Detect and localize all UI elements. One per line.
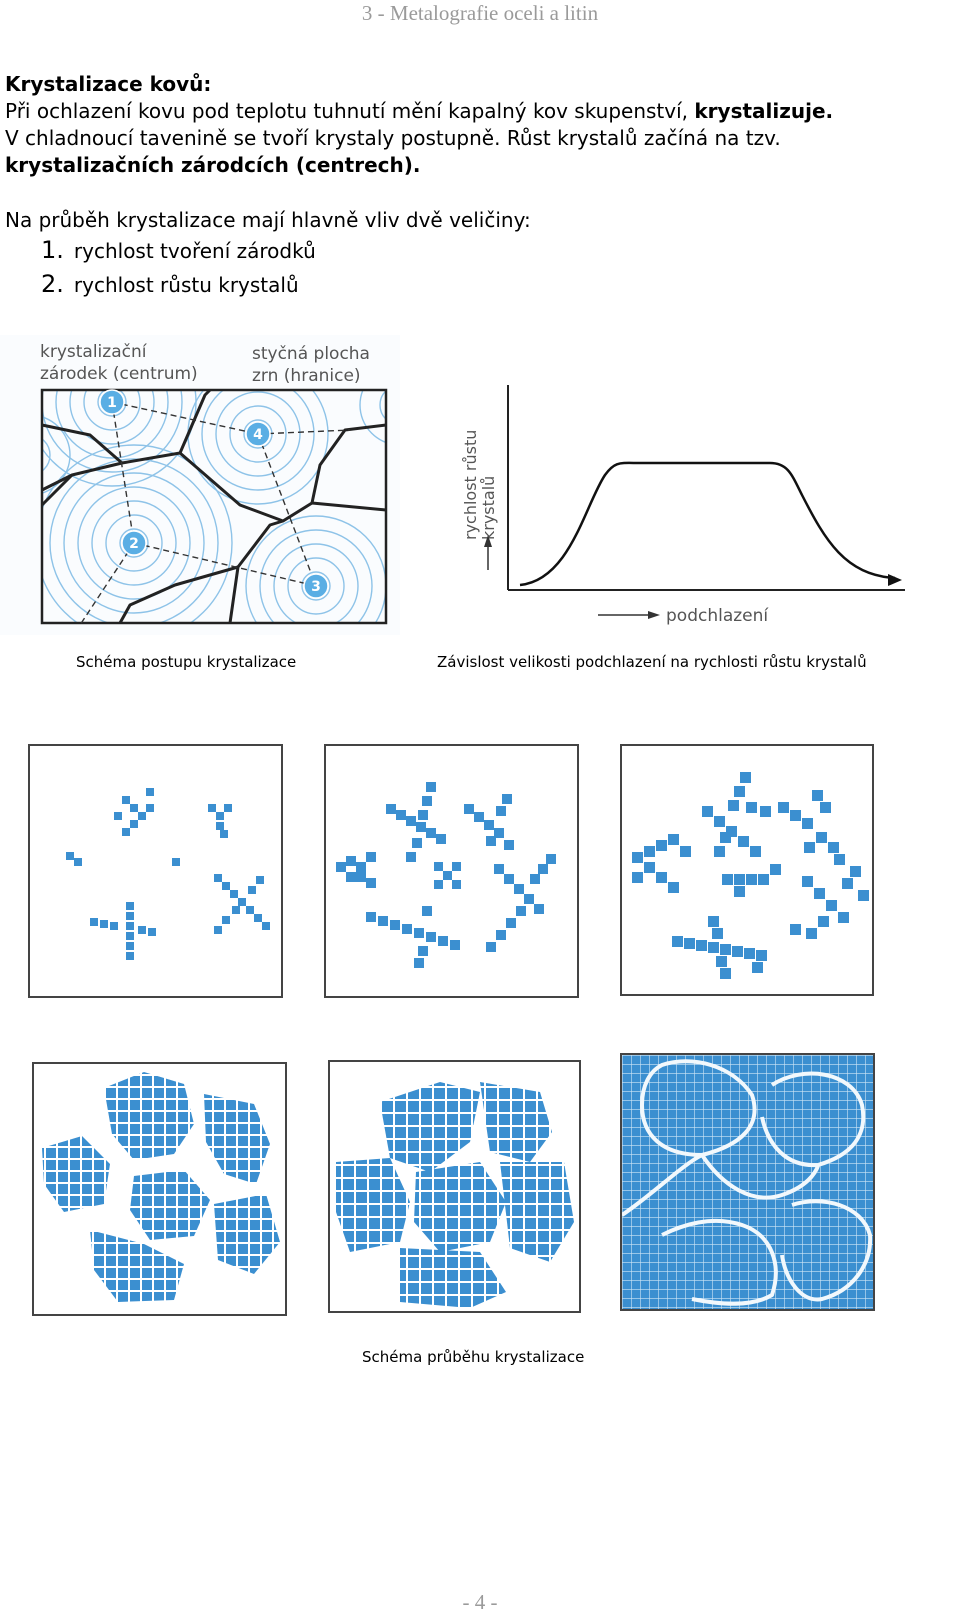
crystal [632, 834, 691, 893]
label-boundary-2: zrn (hranice) [252, 366, 361, 386]
schema-frame [40, 388, 388, 625]
crystal [722, 864, 781, 897]
ring-group [42, 444, 233, 623]
crystal [464, 794, 514, 850]
label-nucleus-2: zárodek (centrum) [40, 364, 198, 384]
ring-group [42, 416, 71, 494]
growth-rate-chart: rychlost růstu krystalů podchlazení [461, 385, 905, 626]
nucleus-label-1: 1 [107, 395, 117, 411]
crystal [366, 906, 460, 968]
paragraph-line-1: Při ochlazení kovu pod teplotu tuhnutí m… [5, 99, 834, 123]
crystal [90, 902, 156, 960]
nucleus-links [79, 401, 351, 626]
paragraph-line-2: V chladnoucí tavenině se tvoří krystaly … [5, 126, 781, 150]
crystal-colony [90, 1230, 184, 1302]
curve-arrowhead [888, 574, 902, 586]
grain-boundaries [40, 388, 387, 624]
crystal [336, 852, 376, 888]
crystal [66, 852, 180, 866]
crystal [672, 916, 767, 979]
crystal-colony [380, 1082, 480, 1172]
stage-panel-2 [324, 744, 579, 998]
list-item: 1. rychlost tvoření zárodků [41, 236, 316, 264]
crystal [486, 854, 556, 952]
crystal-colony [214, 1194, 280, 1274]
page-header: 3 - Metalografie oceli a litin [361, 1, 599, 25]
crystal [114, 788, 154, 836]
intro-text: Na průběh krystalizace mají hlavně vliv … [5, 208, 531, 232]
growth-curve [519, 461, 896, 587]
crystal [208, 804, 232, 838]
crystal-colony [500, 1162, 574, 1262]
y-label-line-2: krystalů [479, 476, 498, 540]
crystal-colony [336, 1158, 410, 1252]
ring-group [245, 515, 386, 623]
crystal-colony [204, 1094, 270, 1184]
nucleus-3 [303, 573, 329, 599]
crystal [778, 790, 839, 853]
crystallization-schema-figure: krystalizační zárodek (centrum) styčná p… [0, 335, 400, 635]
y-label-line-1: rychlost růstu [461, 430, 480, 540]
stage-panel-1 [28, 744, 283, 998]
nucleus-1 [99, 389, 125, 415]
nucleus-label-2: 2 [129, 536, 139, 552]
stage-panel-3 [620, 744, 874, 996]
page-number: - 4 - [462, 1590, 498, 1614]
crystal [702, 772, 771, 857]
caption-growth-chart: Závislost velikosti podchlazení na rychl… [437, 653, 867, 671]
crystal-colony [400, 1248, 506, 1308]
y-label-arrow [484, 535, 492, 547]
crystal-colony [104, 1072, 194, 1160]
crystal [790, 854, 869, 939]
nucleus-label-3: 3 [311, 579, 321, 595]
list-item: 2. rychlost růstu krystalů [41, 270, 299, 298]
stage-panel-5 [328, 1060, 581, 1313]
crystal-colony [480, 1082, 552, 1162]
nucleus-2 [121, 530, 147, 556]
ring-group [359, 390, 386, 444]
nucleus-4 [245, 421, 271, 447]
label-boundary-1: styčná plocha [252, 344, 370, 364]
paragraph-line-3: krystalizačních zárodcích (centrech). [5, 153, 421, 177]
crystal-colony [42, 1136, 110, 1212]
caption-schema: Schéma postupu krystalizace [76, 653, 297, 671]
crystal [434, 862, 461, 889]
x-label: podchlazení [666, 606, 769, 626]
section-title: Krystalizace kovů: [5, 72, 212, 96]
caption-stages: Schéma průběhu krystalizace [362, 1348, 585, 1366]
grain-boundaries [620, 1059, 873, 1306]
x-label-arrow [648, 611, 660, 619]
crystal [386, 782, 446, 862]
label-nucleus-1: krystalizační [40, 342, 148, 362]
stage-panel-4 [32, 1062, 287, 1316]
crystal [214, 874, 270, 934]
stage-panel-6 [620, 1053, 875, 1311]
crystal-colony [130, 1170, 210, 1240]
crystal-colony [414, 1162, 506, 1252]
nucleus-label-4: 4 [253, 427, 263, 443]
